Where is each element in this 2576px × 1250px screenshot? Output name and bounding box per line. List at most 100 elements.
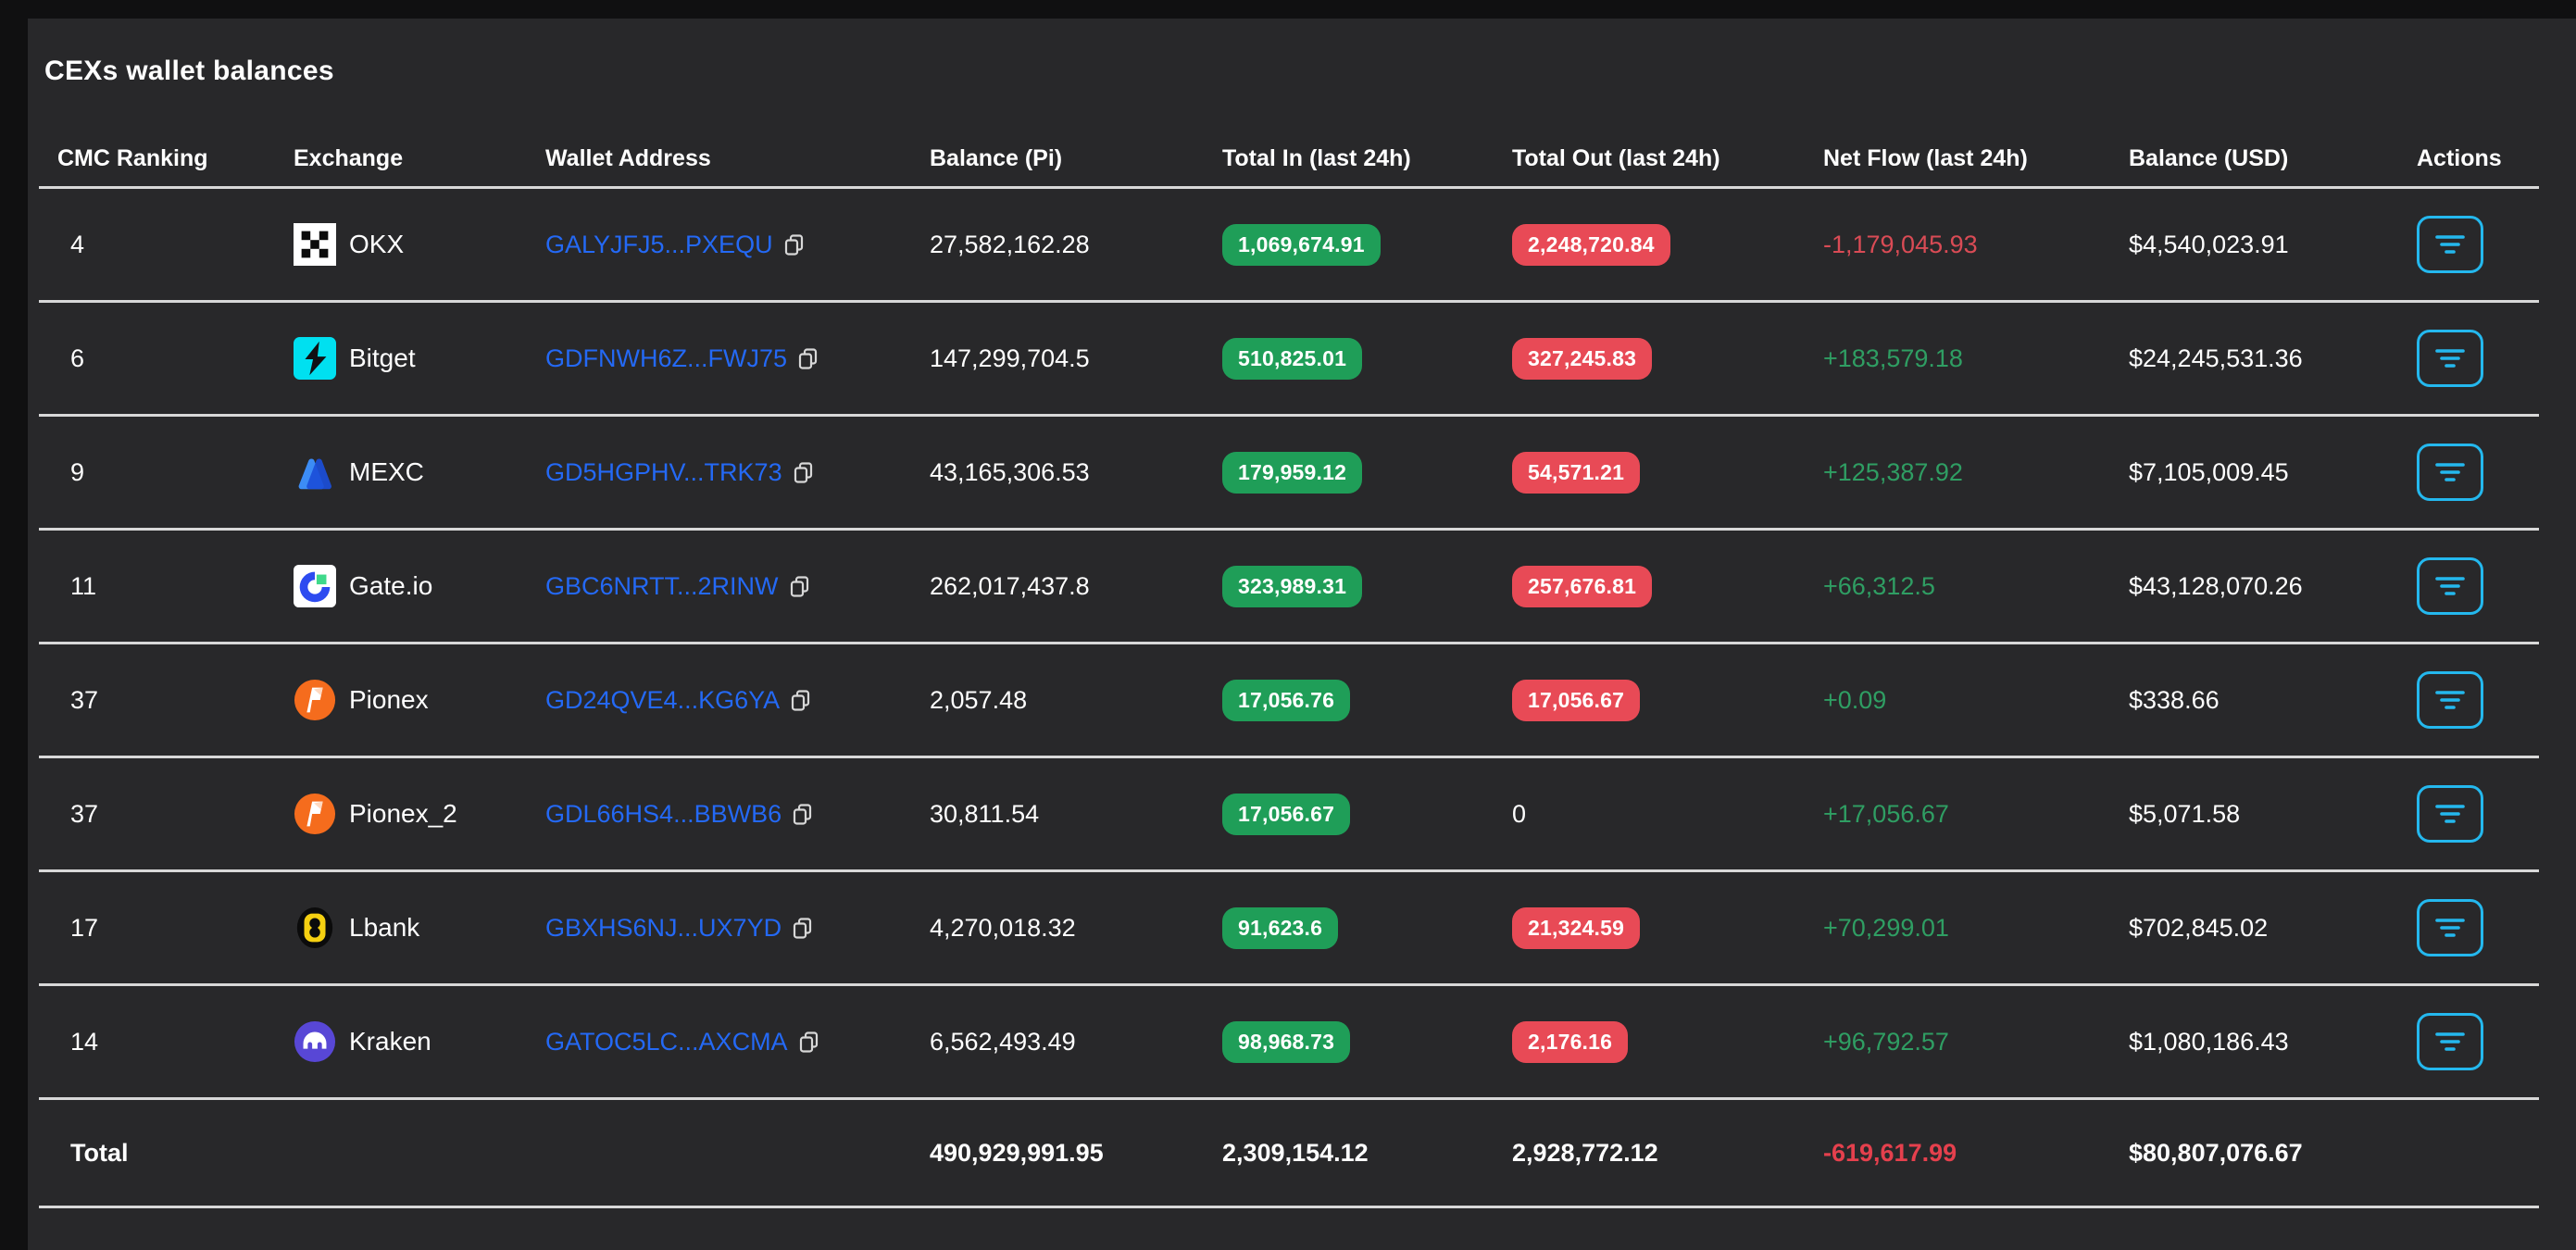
exchange-name: Pionex_2 [349,799,457,828]
copy-icon[interactable] [782,232,807,257]
filter-icon [2435,805,2465,823]
net-flow-value: +183,579.18 [1823,344,1963,372]
cmc-rank: 9 [70,457,85,486]
actions-filter-button[interactable] [2417,671,2483,729]
net-flow-value: +96,792.57 [1823,1027,1949,1056]
copy-icon[interactable] [791,916,816,941]
balance-pi: 6,562,493.49 [930,1027,1076,1056]
table-row: 4 OKX GALYJFJ5...PXEQU 27,582,162.28 1,0… [39,189,2539,303]
table-row: 9 MEXC GD5HGPHV...TRK73 43,165,306.53 17… [39,417,2539,531]
wallet-address-link[interactable]: GD24QVE4...KG6YA [545,685,781,714]
col-header-actions: Actions [2417,145,2502,171]
total-in-badge: 323,989.31 [1222,565,1363,607]
wallet-address-link[interactable]: GBXHS6NJ...UX7YD [545,913,782,942]
cmc-rank: 37 [70,685,99,714]
balance-usd: $43,128,070.26 [2129,571,2303,600]
table-row: 37 Pionex_2 GDL66HS4...BBWB6 30,811.54 1… [39,758,2539,872]
cex-wallet-balances-card: CEXs wallet balances CMC Ranking Exchang… [28,19,2576,1250]
exchange-name: Lbank [349,913,420,942]
total-out-badge: 327,245.83 [1512,337,1653,380]
pionex-icon [294,679,336,721]
exchange-name: Bitget [349,344,416,372]
total-in-badge: 510,825.01 [1222,337,1363,380]
total-out-badge: 2,248,720.84 [1512,223,1670,266]
filter-icon [2435,235,2465,254]
balance-usd: $338.66 [2129,685,2220,714]
balance-usd: $4,540,023.91 [2129,230,2289,258]
cmc-rank: 37 [70,799,99,828]
cmc-rank: 14 [70,1027,99,1056]
total-out-badge: 17,056.67 [1512,679,1641,721]
total-balance-pi: 490,929,991.95 [930,1138,1104,1167]
copy-icon[interactable] [797,1030,822,1055]
mexc-icon [298,458,331,490]
actions-filter-button[interactable] [2417,444,2483,501]
exchange-name: Gate.io [349,571,433,600]
wallet-address-link[interactable]: GDL66HS4...BBWB6 [545,799,782,828]
balance-pi: 43,165,306.53 [930,457,1090,486]
net-flow-value: +125,387.92 [1823,457,1963,486]
table-total-row: Total 490,929,991.95 2,309,154.12 2,928,… [39,1100,2539,1208]
total-net-flow: -619,617.99 [1823,1138,1957,1167]
table-header-row: CMC Ranking Exchange Wallet Address Bala… [39,131,2539,189]
wallet-address-link[interactable]: GD5HGPHV...TRK73 [545,457,782,486]
total-out-value: 0 [1512,799,1527,828]
balance-pi: 30,811.54 [930,799,1040,828]
actions-filter-button[interactable] [2417,785,2483,843]
cmc-rank: 6 [70,344,85,372]
balance-pi: 147,299,704.5 [930,344,1090,372]
balance-pi: 27,582,162.28 [930,230,1090,258]
copy-icon[interactable] [789,688,814,713]
balance-usd: $24,245,531.36 [2129,344,2303,372]
col-header-total-out: Total Out (last 24h) [1512,145,1720,171]
wallet-address-link[interactable]: GBC6NRTT...2RINW [545,571,779,600]
filter-icon [2435,349,2465,368]
filter-icon [2435,691,2465,709]
table-row: 17 Lbank GBXHS6NJ...UX7YD 4,270,018.32 9… [39,872,2539,986]
net-flow-value: +66,312.5 [1823,571,1935,600]
actions-filter-button[interactable] [2417,557,2483,615]
copy-icon[interactable] [791,802,816,827]
balance-usd: $7,105,009.45 [2129,457,2289,486]
net-flow-value: +17,056.67 [1823,799,1949,828]
balance-usd: $702,845.02 [2129,913,2269,942]
copy-icon[interactable] [796,346,821,371]
filter-icon [2435,463,2465,481]
actions-filter-button[interactable] [2417,216,2483,273]
actions-filter-button[interactable] [2417,1013,2483,1070]
page-title: CEXs wallet balances [44,56,334,86]
actions-filter-button[interactable] [2417,330,2483,387]
cmc-rank: 4 [70,230,85,258]
total-in-badge: 17,056.67 [1222,793,1351,835]
lbank-icon [296,906,333,949]
col-header-exchange: Exchange [294,145,404,171]
total-balance-usd: $80,807,076.67 [2129,1138,2303,1167]
okx-icon [294,223,336,266]
filter-icon [2435,1032,2465,1051]
copy-icon[interactable] [788,574,813,599]
wallet-balances-table: CMC Ranking Exchange Wallet Address Bala… [39,131,2539,1208]
table-row: 37 Pionex GD24QVE4...KG6YA 2,057.48 17,0… [39,644,2539,758]
balance-usd: $5,071.58 [2129,799,2241,828]
col-header-balance-pi: Balance (Pi) [930,145,1063,171]
total-out-badge: 257,676.81 [1512,565,1653,607]
actions-filter-button[interactable] [2417,899,2483,956]
balance-pi: 4,270,018.32 [930,913,1076,942]
balance-usd: $1,080,186.43 [2129,1027,2289,1056]
wallet-address-link[interactable]: GALYJFJ5...PXEQU [545,230,773,258]
wallet-address-link[interactable]: GATOC5LC...AXCMA [545,1027,788,1056]
balance-pi: 262,017,437.8 [930,571,1090,600]
table-row: 6 Bitget GDFNWH6Z...FWJ75 147,299,704.5 … [39,303,2539,417]
net-flow-value: -1,179,045.93 [1823,230,1978,258]
exchange-name: Pionex [349,685,429,714]
wallet-address-link[interactable]: GDFNWH6Z...FWJ75 [545,344,787,372]
exchange-name: Kraken [349,1027,431,1056]
net-flow-value: +70,299.01 [1823,913,1949,942]
gateio-icon [294,565,336,607]
total-out-badge: 2,176.16 [1512,1020,1629,1063]
col-header-cmc-ranking: CMC Ranking [57,145,208,171]
net-flow-value: +0.09 [1823,685,1887,714]
cmc-rank: 11 [70,571,97,600]
copy-icon[interactable] [792,460,817,485]
total-in-badge: 98,968.73 [1222,1020,1351,1063]
